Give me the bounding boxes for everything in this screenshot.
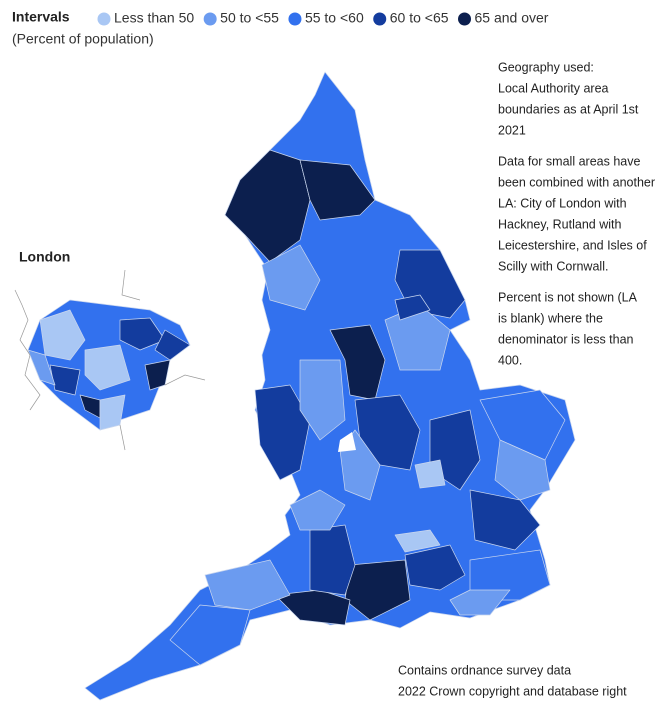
note-line: Scilly with Cornwall. <box>498 259 608 273</box>
footer: Contains ordnance survey data 2022 Crown … <box>398 663 627 698</box>
legend-title: Intervals <box>12 9 70 25</box>
note-line: is blank) where the <box>498 311 603 325</box>
legend-swatch <box>458 12 472 26</box>
note-line: Percent is not shown (LA <box>498 290 638 304</box>
london-inset <box>27 299 191 431</box>
legend-swatch <box>288 12 302 26</box>
inset-label: London <box>19 249 70 265</box>
note-line: Leicestershire, and Isles of <box>498 238 647 252</box>
legend-label: 55 to <60 <box>305 10 364 26</box>
notes: Geography used: Local Authority area bound… <box>498 60 655 367</box>
note-line: Local Authority area <box>498 81 609 95</box>
note-line: 400. <box>498 353 522 367</box>
note-line: Data for small areas have <box>498 154 640 168</box>
legend-subtitle: (Percent of population) <box>12 31 154 47</box>
legend-label: 65 and over <box>475 10 549 26</box>
note-line: LA: City of London with <box>498 196 627 210</box>
legend-swatch <box>97 12 111 26</box>
legend-swatch <box>373 12 387 26</box>
footer-line: 2022 Crown copyright and database right <box>398 684 627 698</box>
note-line: Hackney, Rutland with <box>498 217 621 231</box>
legend-swatch <box>203 12 217 26</box>
footer-line: Contains ordnance survey data <box>398 663 571 677</box>
legend-label: 60 to <65 <box>390 10 449 26</box>
note-line: denominator is less than <box>498 332 634 346</box>
england-map <box>84 71 576 701</box>
note-line: 2021 <box>498 123 526 137</box>
legend: Less than 50 50 to <55 55 to <60 60 to <65 6… <box>97 10 549 26</box>
note-line: boundaries as at April 1st <box>498 102 639 116</box>
legend-label: Less than 50 <box>114 10 194 26</box>
note-line: been combined with another <box>498 175 655 189</box>
note-line: Geography used: <box>498 60 594 74</box>
legend-label: 50 to <55 <box>220 10 279 26</box>
